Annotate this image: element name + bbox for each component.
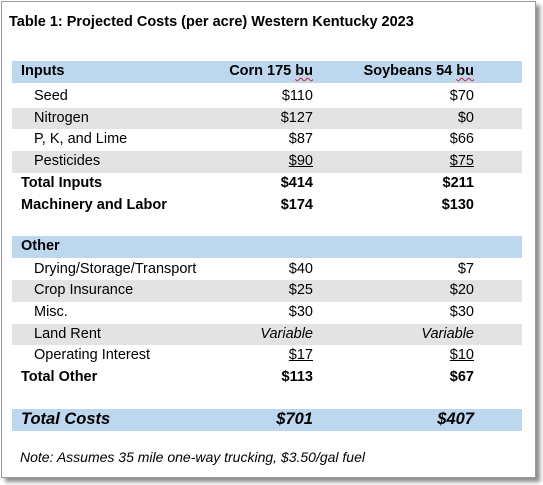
soy-value: $67 — [449, 369, 474, 385]
soy-value: $70 — [449, 88, 474, 104]
row-label: Drying/Storage/Transport — [34, 260, 197, 277]
soy-value: $20 — [449, 282, 474, 299]
soybeans-column-header-unit: bu — [456, 63, 474, 79]
inputs-header-row: Inputs Corn 175 bu Soybeans 54 bu — [12, 61, 522, 83]
corn-value: $40 — [288, 260, 313, 277]
soy-value: $75 — [449, 153, 474, 170]
row-label: Seed — [34, 88, 68, 104]
soybeans-column-header-text: Soybeans 54 — [363, 63, 457, 79]
corn-value: $90 — [288, 153, 313, 170]
total-other-row: Total Other $113 $67 — [12, 367, 522, 389]
soy-value: $7 — [457, 260, 474, 277]
soybeans-column-header: Soybeans 54 bu — [364, 61, 474, 83]
table-row: Operating Interest $17 $10 — [12, 345, 522, 367]
corn-column-header: Corn 175 bu — [229, 61, 313, 83]
row-label: Operating Interest — [34, 347, 151, 364]
table-row: Pesticides $90 $75 — [12, 151, 522, 173]
table-note: Note: Assumes 35 mile one-way trucking, … — [20, 449, 365, 465]
table-row: P, K, and Lime $87 $66 — [12, 129, 522, 151]
corn-value: $17 — [288, 347, 313, 364]
corn-value: $87 — [288, 131, 313, 148]
row-label: Total Other — [21, 369, 98, 385]
row-label: P, K, and Lime — [34, 131, 128, 148]
table-row: Drying/Storage/Transport $40 $7 — [12, 259, 522, 281]
total-costs-row: Total Costs $701 $407 — [12, 409, 522, 431]
table-row: Seed $110 $70 — [12, 86, 522, 108]
table-row: Land Rent Variable Variable — [12, 323, 522, 346]
corn-value: $110 — [281, 88, 313, 104]
other-header-label: Other — [21, 238, 60, 254]
table-row: Misc. $30 $30 — [12, 302, 522, 324]
soy-value: $66 — [449, 131, 474, 148]
row-label: Crop Insurance — [34, 282, 134, 299]
soy-value: $407 — [437, 410, 474, 428]
row-label: Misc. — [34, 303, 68, 320]
machinery-row: Machinery and Labor $174 $130 — [12, 195, 522, 217]
row-label: Nitrogen — [34, 109, 89, 126]
corn-value: $30 — [288, 303, 313, 320]
row-label: Pesticides — [34, 153, 101, 170]
corn-value: Variable — [260, 325, 313, 342]
row-label: Land Rent — [34, 325, 101, 342]
corn-value: $414 — [280, 174, 313, 191]
soy-value: $211 — [442, 174, 474, 191]
table-row: Nitrogen $127 $0 — [12, 107, 522, 130]
soy-value: $130 — [441, 196, 474, 213]
corn-value: $174 — [280, 196, 313, 213]
soy-value: Variable — [421, 325, 474, 342]
corn-column-header-unit: bu — [295, 63, 313, 79]
table-title: Table 1: Projected Costs (per acre) West… — [9, 14, 414, 30]
row-label: Total Inputs — [21, 174, 103, 191]
corn-value: $25 — [288, 282, 313, 299]
soy-value: $0 — [457, 109, 474, 126]
table-row: Crop Insurance $25 $20 — [12, 280, 522, 302]
corn-value: $113 — [281, 369, 313, 385]
corn-column-header-text: Corn 175 — [229, 63, 296, 79]
inputs-header-label: Inputs — [21, 63, 65, 79]
soy-value: $30 — [449, 303, 474, 320]
row-label: Machinery and Labor — [21, 196, 167, 213]
row-label: Total Costs — [21, 410, 111, 428]
corn-value: $127 — [280, 109, 313, 126]
total-inputs-row: Total Inputs $414 $211 — [12, 173, 522, 195]
other-header-row: Other — [12, 236, 522, 258]
corn-value: $701 — [276, 410, 313, 428]
soy-value: $10 — [449, 347, 474, 364]
